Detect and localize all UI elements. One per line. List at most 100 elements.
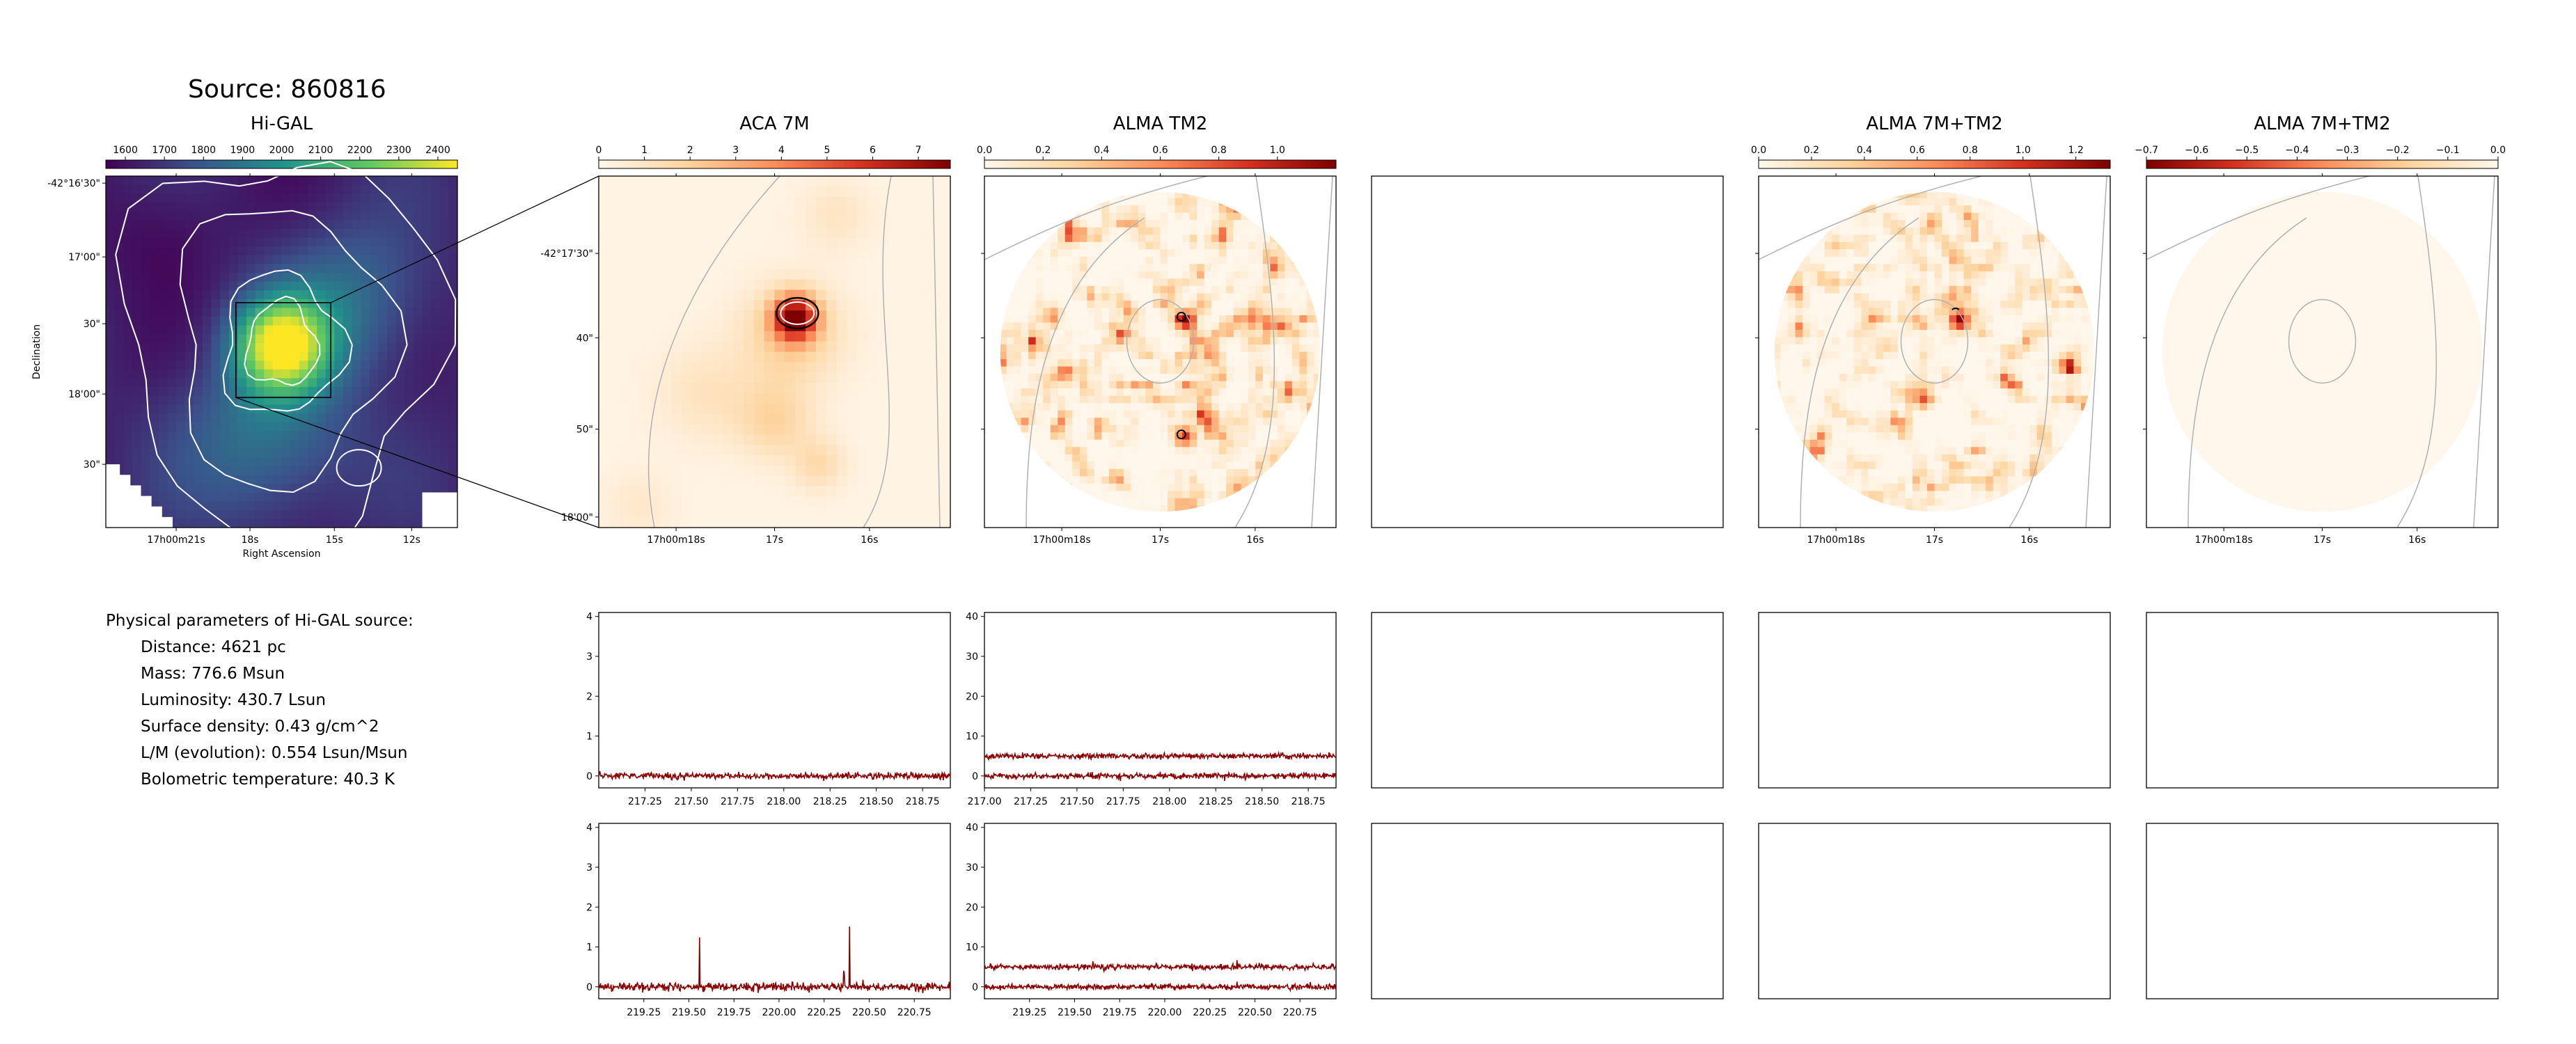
pixel: [847, 310, 858, 322]
pixel: [1189, 212, 1197, 221]
pixel: [308, 369, 317, 379]
pixel: [1116, 344, 1124, 353]
pixel: [150, 395, 159, 405]
pixel: [815, 465, 827, 477]
pixel: [619, 341, 631, 353]
pixel: [1328, 198, 1336, 206]
pixel: [1175, 468, 1183, 477]
pixel: [158, 228, 168, 238]
pixel: [1175, 491, 1183, 499]
pixel: [1175, 227, 1183, 235]
pixel: [264, 184, 274, 194]
pixel: [1101, 322, 1110, 331]
pixel: [387, 176, 397, 186]
pixel: [1051, 176, 1058, 184]
pixel: [1123, 491, 1132, 499]
pixel: [1058, 293, 1066, 301]
pixel: [255, 255, 265, 264]
pixel: [1058, 418, 1066, 426]
pixel: [857, 486, 868, 498]
pixel: [1058, 461, 1066, 470]
pixel: [184, 272, 194, 283]
pixel: [1072, 242, 1081, 250]
pixel: [743, 300, 755, 311]
pixel: [1248, 220, 1256, 228]
pixel: [343, 378, 353, 388]
pixel: [867, 228, 879, 239]
pixel: [733, 486, 744, 498]
pixel: [992, 228, 1000, 235]
pixel: [1241, 381, 1249, 389]
pixel: [1197, 191, 1205, 199]
pixel: [1021, 366, 1029, 374]
pixel: [857, 341, 868, 353]
pixel: [1108, 198, 1117, 206]
pixel: [1101, 432, 1110, 441]
pixel: [1211, 344, 1220, 353]
pixel: [1182, 403, 1191, 411]
pixel: [123, 202, 133, 212]
pixel: [246, 290, 256, 300]
pixel: [691, 413, 703, 425]
pixel: [1248, 461, 1256, 470]
pixel: [1145, 329, 1154, 338]
pixel: [1079, 432, 1087, 441]
pixel: [1285, 227, 1293, 235]
pixel: [1065, 242, 1073, 250]
pixel: [405, 492, 414, 502]
pixel: [1168, 388, 1176, 397]
pixel: [743, 362, 755, 373]
pixel: [1108, 418, 1117, 426]
pixel: [733, 331, 744, 342]
pixel: [1079, 468, 1087, 477]
pixel: [1168, 374, 1176, 382]
pixel: [1277, 293, 1285, 301]
pixel: [1138, 432, 1147, 441]
pixel: [1123, 468, 1132, 477]
pixel: [1248, 308, 1256, 316]
pixel: [343, 255, 353, 264]
pixel: [847, 507, 858, 518]
pixel: [1218, 212, 1227, 221]
pixel: [167, 308, 177, 317]
pixel: [1087, 418, 1095, 426]
pixel: [220, 492, 230, 502]
pixel: [1277, 351, 1285, 360]
pixel: [733, 341, 744, 353]
pixel: [1255, 454, 1264, 462]
pixel: [629, 486, 641, 498]
pixel: [1021, 278, 1029, 287]
pixel: [1087, 271, 1095, 279]
pixel: [167, 342, 177, 353]
pixel: [1248, 198, 1256, 206]
pixel: [815, 228, 827, 239]
pixel: [1270, 483, 1278, 491]
pixel: [1014, 439, 1022, 448]
pixel: [733, 465, 744, 477]
pixel: [378, 246, 388, 256]
pixel: [1189, 322, 1197, 331]
pixel: [1197, 205, 1205, 214]
pixel: [984, 411, 992, 418]
pixel: [361, 290, 370, 300]
pixel: [325, 184, 335, 194]
pixel: [1138, 205, 1147, 214]
pixel: [1168, 425, 1176, 433]
pixel: [194, 431, 203, 441]
pixel: [1285, 425, 1293, 433]
pixel: [992, 264, 1000, 271]
pixel: [211, 439, 221, 449]
pixel: [712, 496, 723, 507]
pixel: [369, 519, 379, 528]
pixel: [220, 237, 230, 247]
pixel: [753, 300, 765, 311]
pixel: [220, 290, 230, 300]
pixel: [299, 334, 308, 344]
pixel: [202, 378, 212, 388]
pixel: [361, 202, 370, 212]
pixel: [1079, 205, 1087, 214]
pixel: [992, 322, 1000, 330]
pixel: [1255, 381, 1264, 389]
pixel: [106, 457, 116, 467]
pixel: [176, 237, 186, 247]
